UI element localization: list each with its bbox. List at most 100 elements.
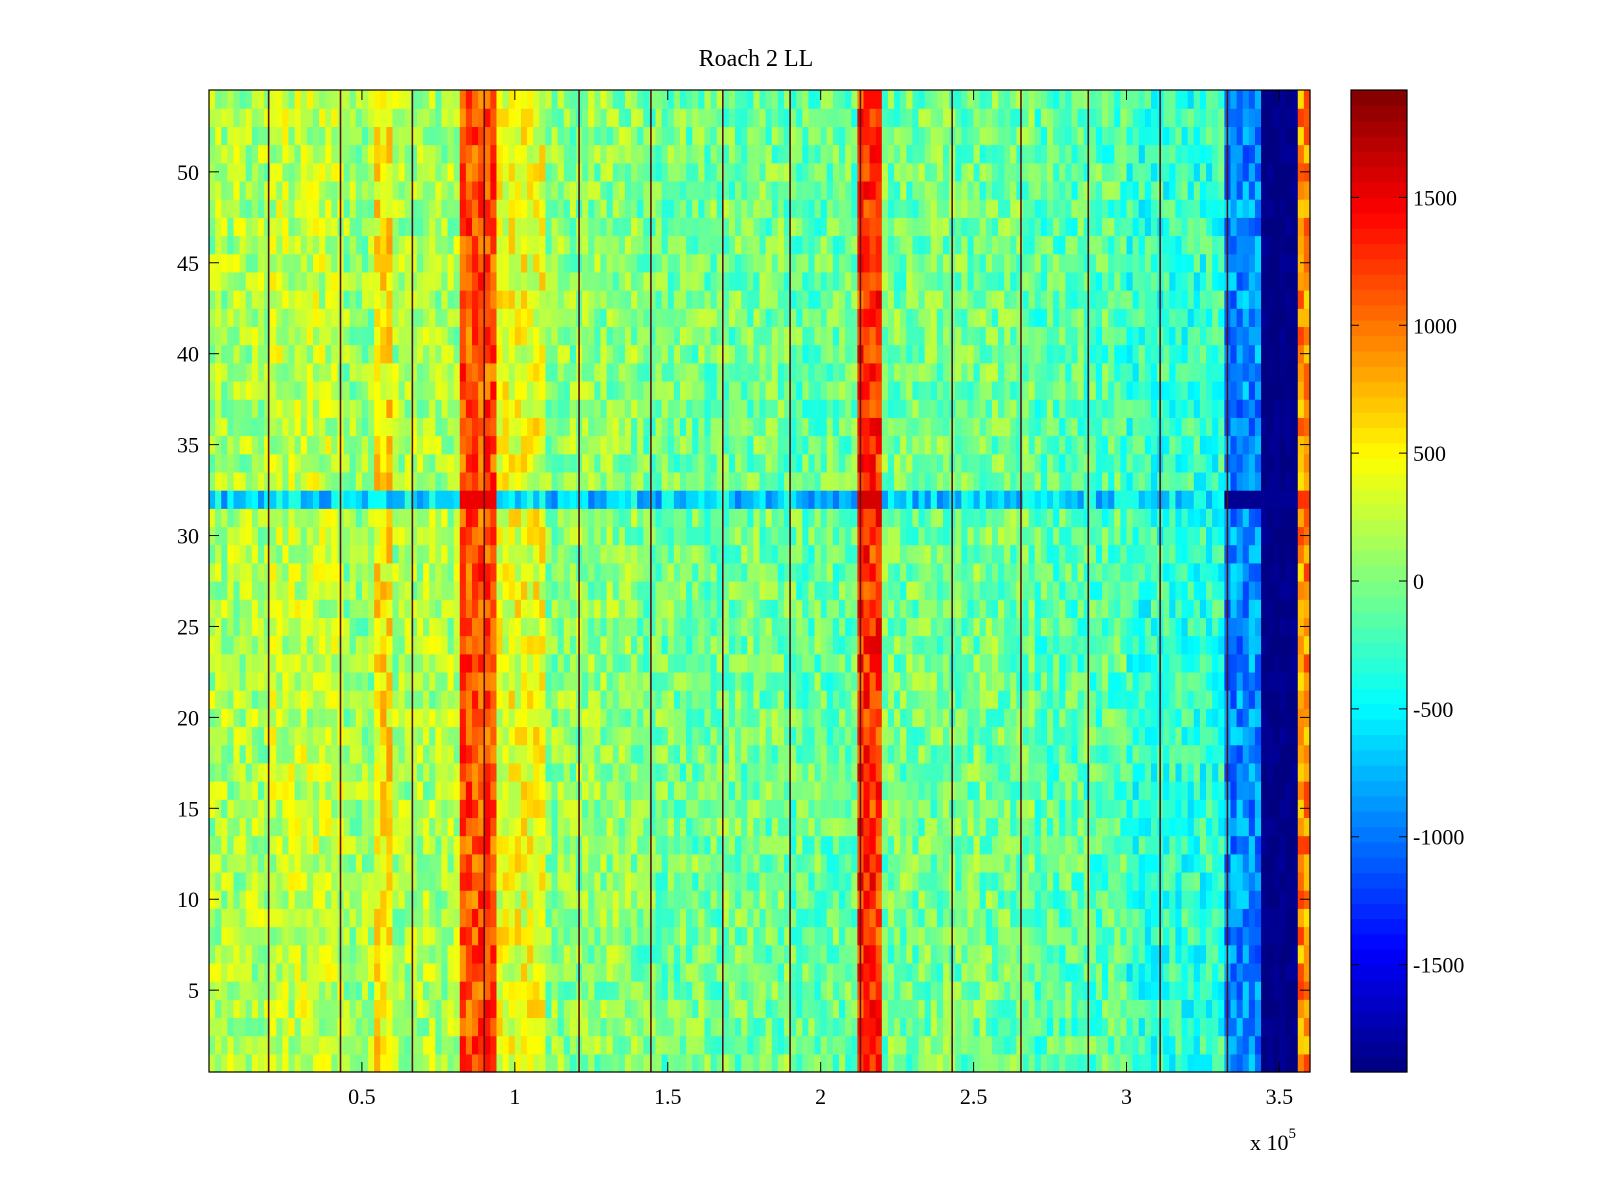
- heatmap-cell: [1004, 781, 1011, 800]
- heatmap-cell: [673, 962, 681, 982]
- heatmap-cell: [808, 890, 816, 909]
- heatmap-cell: [1175, 799, 1183, 819]
- heatmap-cell: [306, 999, 314, 1019]
- heatmap-cell: [918, 853, 926, 873]
- heatmap-cell: [594, 926, 602, 946]
- heatmap-cell: [936, 999, 944, 1019]
- heatmap-cell: [796, 708, 803, 728]
- heatmap-cell: [1040, 744, 1048, 764]
- heatmap-cell: [673, 762, 681, 782]
- heatmap-cell: [490, 817, 498, 837]
- heatmap-cell: [221, 581, 228, 600]
- heatmap-cell: [979, 962, 987, 982]
- heatmap-cell: [1028, 944, 1036, 964]
- heatmap-cell: [551, 962, 559, 982]
- heatmap-cell: [465, 835, 473, 855]
- heatmap-cell: [1010, 708, 1017, 728]
- heatmap-cell: [270, 653, 277, 673]
- heatmap-cell: [637, 981, 644, 1000]
- heatmap-cell: [1267, 599, 1274, 618]
- heatmap-cell: [686, 671, 693, 691]
- heatmap-cell: [496, 926, 504, 946]
- heatmap-cell: [416, 1035, 424, 1055]
- heatmap-cell: [655, 853, 663, 873]
- heatmap-cell: [257, 817, 265, 837]
- heatmap-cell: [355, 817, 363, 837]
- heatmap-cell: [1083, 944, 1091, 964]
- heatmap-cell: [1083, 635, 1091, 655]
- heatmap-cell: [783, 944, 791, 964]
- heatmap-cell: [1046, 962, 1054, 982]
- heatmap-cell: [319, 708, 326, 728]
- heatmap-cell: [1187, 999, 1195, 1019]
- heatmap-cell: [869, 599, 877, 618]
- heatmap-cell: [900, 962, 907, 982]
- heatmap-cell: [912, 635, 920, 655]
- heatmap-cell: [1114, 726, 1121, 746]
- heatmap-cell: [1016, 962, 1024, 982]
- heatmap-cell: [808, 999, 816, 1019]
- heatmap-cell: [631, 1035, 638, 1055]
- heatmap-cell: [527, 817, 534, 837]
- heatmap-cell: [1236, 617, 1244, 637]
- heatmap-cell: [655, 562, 663, 582]
- heatmap-cell: [783, 962, 791, 982]
- heatmap-cell: [631, 853, 638, 873]
- heatmap-cell: [618, 581, 626, 600]
- heatmap-cell: [1120, 908, 1128, 928]
- heatmap-cell: [1138, 981, 1146, 1000]
- heatmap-cell: [1120, 799, 1128, 819]
- heatmap-cell: [423, 562, 430, 582]
- heatmap-cell: [1034, 944, 1042, 964]
- heatmap-cell: [704, 926, 712, 946]
- heatmap-cell: [312, 853, 320, 873]
- heatmap-cell: [881, 799, 889, 819]
- heatmap-cell: [1114, 653, 1121, 673]
- heatmap-cell: [600, 1053, 608, 1073]
- heatmap-cell: [618, 926, 626, 946]
- heatmap-cell: [1102, 981, 1109, 1000]
- heatmap-cell: [1071, 817, 1079, 837]
- heatmap-cell: [588, 653, 595, 673]
- heatmap-cell: [906, 708, 914, 728]
- heatmap-cell: [839, 1035, 846, 1055]
- heatmap-cell: [300, 799, 308, 819]
- heatmap-cell: [429, 671, 436, 691]
- heatmap-cell: [985, 1035, 993, 1055]
- heatmap-cell: [906, 871, 914, 891]
- heatmap-cell: [832, 908, 840, 928]
- heatmap-cell: [1291, 981, 1299, 1000]
- heatmap-cell: [790, 581, 797, 600]
- heatmap-cell: [533, 635, 540, 655]
- heatmap-cell: [343, 890, 351, 909]
- heatmap-cell: [514, 817, 522, 837]
- heatmap-cell: [398, 1053, 406, 1073]
- heatmap-cell: [686, 908, 693, 928]
- heatmap-cell: [1199, 908, 1207, 928]
- heatmap-cell: [655, 1053, 663, 1073]
- heatmap-cell: [1071, 781, 1079, 800]
- heatmap-cell: [777, 744, 785, 764]
- heatmap-cell: [783, 726, 791, 746]
- heatmap-cell: [1077, 871, 1085, 891]
- heatmap-cell: [1285, 781, 1293, 800]
- heatmap-cell: [1193, 762, 1201, 782]
- heatmap-cell: [936, 599, 944, 618]
- heatmap-cell: [276, 690, 283, 709]
- heatmap-cell: [790, 908, 797, 928]
- heatmap-cell: [1303, 1017, 1311, 1037]
- heatmap-cell: [514, 799, 522, 819]
- heatmap-cell: [777, 853, 785, 873]
- heatmap-cell: [490, 890, 498, 909]
- heatmap-cell: [753, 744, 761, 764]
- heatmap-cell: [1004, 671, 1011, 691]
- heatmap-cell: [447, 835, 455, 855]
- heatmap-cell: [312, 617, 320, 637]
- heatmap-cell: [1120, 890, 1128, 909]
- heatmap-cell: [1273, 1053, 1281, 1073]
- heatmap-cell: [820, 1035, 828, 1055]
- heatmap-cell: [227, 799, 235, 819]
- heatmap-cell: [257, 744, 265, 764]
- heatmap-cell: [1034, 744, 1042, 764]
- heatmap-cell: [1040, 671, 1048, 691]
